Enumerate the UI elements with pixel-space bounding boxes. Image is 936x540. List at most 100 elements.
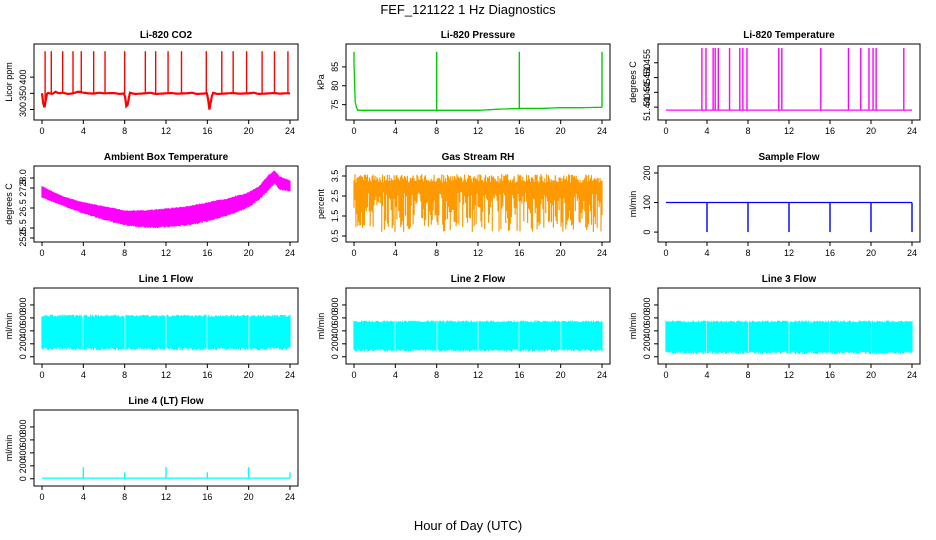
x-tick-label: 0 [351, 248, 356, 258]
x-tick-label: 20 [244, 248, 254, 258]
x-tick-label: 12 [784, 370, 794, 380]
y-tick-label: 600 [642, 310, 652, 325]
y-tick-label: 200 [18, 458, 28, 473]
y-tick-label: 400 [642, 323, 652, 338]
x-tick-label: 8 [745, 248, 750, 258]
y-tick-label: 800 [330, 297, 340, 312]
series-band [353, 320, 603, 352]
x-tick-label: 0 [351, 370, 356, 380]
x-tick-label: 20 [866, 248, 876, 258]
y-axis-label: ml/min [628, 313, 638, 340]
series-band [665, 320, 913, 355]
x-tick-label: 16 [202, 248, 212, 258]
panel-title: Gas Stream RH [442, 152, 515, 163]
y-tick-label: 0 [642, 354, 652, 359]
x-tick-label: 0 [39, 492, 44, 502]
x-tick-label: 8 [745, 370, 750, 380]
x-tick-label: 0 [663, 370, 668, 380]
x-tick-label: 4 [393, 126, 398, 136]
y-tick-label: 800 [18, 297, 28, 312]
plot-frame [657, 43, 921, 121]
x-tick-label: 24 [907, 248, 917, 258]
x-tick-label: 24 [597, 370, 607, 380]
series-band [353, 174, 603, 232]
panel-title: Li-820 Temperature [743, 30, 835, 41]
panel-5: Sample Flow ml/min 0 4 8 12 16 20 24 0 100 200 [628, 152, 921, 258]
x-tick-label: 4 [393, 370, 398, 380]
panel-3: Ambient Box Temperature degrees C 0 4 8 12 16 2… [4, 152, 299, 258]
x-tick-label: 0 [39, 126, 44, 136]
x-tick-label: 16 [514, 126, 524, 136]
y-tick-label: 400 [18, 70, 28, 85]
x-tick-label: 24 [285, 370, 295, 380]
panel-title: Li-820 CO2 [140, 30, 193, 41]
y-tick-label: 25.5 [18, 219, 28, 237]
y-tick-label: 800 [18, 419, 28, 434]
x-tick-label: 0 [663, 248, 668, 258]
y-axis-label: ml/min [4, 313, 14, 340]
x-tick-label: 8 [122, 492, 127, 502]
x-tick-label: 20 [244, 370, 254, 380]
x-tick-label: 16 [514, 248, 524, 258]
series-line [353, 63, 602, 111]
x-tick-label: 12 [161, 492, 171, 502]
y-tick-label: 800 [642, 297, 652, 312]
x-tick-label: 0 [39, 370, 44, 380]
y-tick-label: 51.455 [642, 49, 652, 77]
x-tick-label: 8 [122, 370, 127, 380]
x-tick-label: 16 [514, 370, 524, 380]
panel-2: Li-820 Temperature degrees C 0 4 8 12 16 20 24 51… [628, 30, 921, 136]
y-tick-label: 51.440 [642, 93, 652, 121]
x-tick-label: 12 [784, 248, 794, 258]
x-tick-label: 8 [434, 370, 439, 380]
y-axis-label: percent [316, 188, 326, 219]
panel-6: Line 1 Flow ml/min 0 4 8 12 16 20 24 0 20040060080… [4, 274, 299, 380]
x-tick-label: 4 [704, 248, 709, 258]
x-tick-label: 0 [39, 248, 44, 258]
x-tick-label: 20 [556, 126, 566, 136]
y-axis-label: Licor ppm [4, 62, 14, 102]
y-axis-label: degrees C [628, 61, 638, 103]
x-tick-label: 8 [745, 126, 750, 136]
y-tick-label: 200 [18, 336, 28, 351]
panel-8: Line 3 Flow ml/min 0 4 8 12 16 20 24 0 20040060080… [628, 274, 921, 380]
x-tick-label: 24 [285, 248, 295, 258]
panel-title: Line 3 Flow [762, 274, 817, 285]
x-tick-label: 16 [825, 248, 835, 258]
y-tick-label: 26.5 [18, 199, 28, 217]
series-line [40, 90, 290, 110]
x-tick-label: 16 [825, 370, 835, 380]
x-tick-label: 24 [907, 370, 917, 380]
x-tick-label: 24 [907, 126, 917, 136]
x-tick-label: 4 [393, 248, 398, 258]
figure-title: FEF_121122 1 Hz Diagnostics [380, 2, 556, 17]
y-tick-label: 0 [18, 354, 28, 359]
x-tick-label: 16 [825, 126, 835, 136]
y-tick-label: 80 [330, 81, 340, 91]
x-tick-label: 20 [556, 248, 566, 258]
x-tick-label: 4 [81, 492, 86, 502]
x-tick-label: 12 [473, 126, 483, 136]
y-tick-label: 25.0 [18, 229, 28, 247]
y-tick-label: 400 [330, 323, 340, 338]
y-tick-label: 350 [18, 86, 28, 101]
x-tick-label: 0 [663, 126, 668, 136]
plot-frame [345, 43, 611, 121]
x-tick-label: 4 [81, 370, 86, 380]
y-tick-label: 400 [18, 323, 28, 338]
x-tick-label: 8 [122, 248, 127, 258]
x-tick-label: 0 [351, 126, 356, 136]
y-tick-label: 75 [330, 100, 340, 110]
series-band [41, 314, 291, 351]
x-tick-label: 20 [866, 126, 876, 136]
y-axis-label: ml/min [628, 191, 638, 218]
y-tick-label: 51.445 [642, 79, 652, 107]
x-tick-label: 12 [784, 126, 794, 136]
panel-title: Line 2 Flow [451, 274, 506, 285]
x-tick-label: 24 [597, 248, 607, 258]
x-tick-label: 4 [81, 126, 86, 136]
x-tick-label: 20 [866, 370, 876, 380]
y-tick-label: 400 [18, 445, 28, 460]
